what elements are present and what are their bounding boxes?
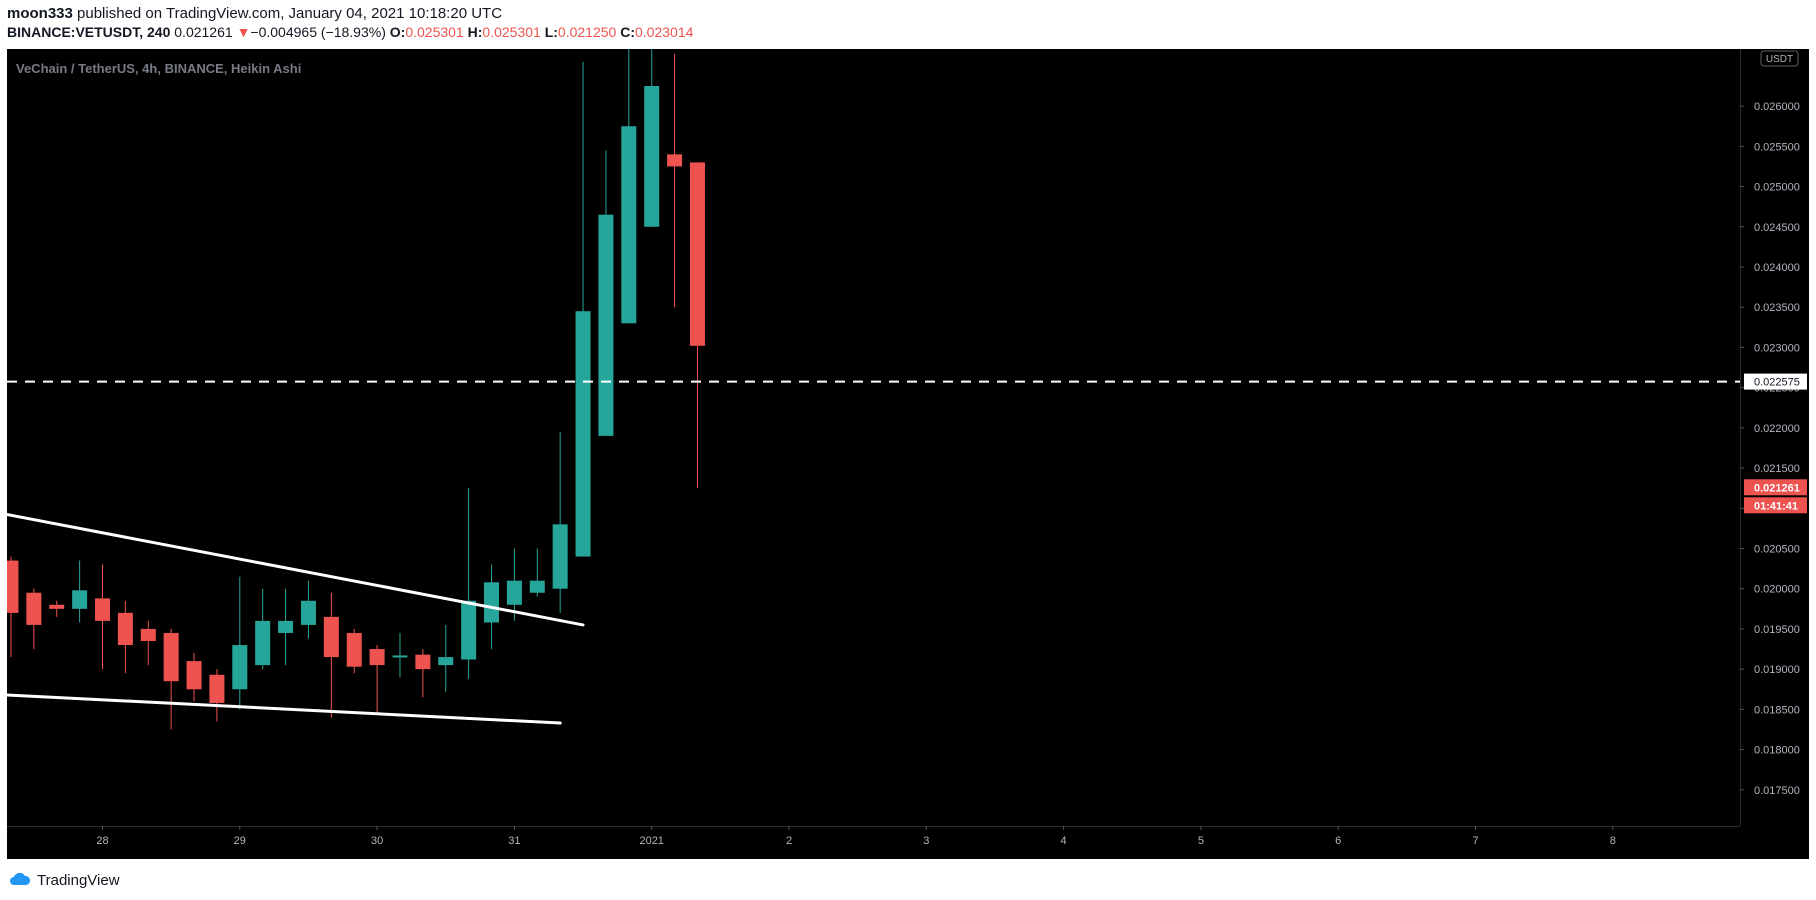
- last-price-box: [1744, 479, 1807, 496]
- close-label: C:: [620, 24, 635, 40]
- candle-body[interactable]: [255, 620, 271, 666]
- upper-trendline[interactable]: [7, 480, 585, 627]
- low-value: 0.021250: [557, 24, 617, 40]
- time-tick-label: 7: [1472, 835, 1478, 847]
- time-tick-label: 6: [1335, 835, 1341, 847]
- candle-body[interactable]: [72, 590, 88, 609]
- last-price-value: 0.021261: [174, 24, 233, 40]
- high-label: H:: [467, 24, 483, 40]
- candle-body[interactable]: [95, 598, 110, 621]
- candle-body[interactable]: [552, 524, 568, 589]
- candle-body[interactable]: [346, 632, 362, 667]
- time-tick-label: 8: [1610, 835, 1616, 847]
- candle-body[interactable]: [644, 86, 660, 227]
- high-value: 0.025301: [482, 24, 541, 40]
- open-label: O:: [389, 24, 406, 40]
- candle-body[interactable]: [49, 604, 65, 609]
- candle-body[interactable]: [621, 126, 637, 324]
- price-tick-label: 0.023000: [1754, 342, 1800, 354]
- candle-body[interactable]: [186, 661, 202, 690]
- currency-badge[interactable]: [1760, 50, 1799, 67]
- candle-body[interactable]: [209, 674, 225, 703]
- price-tick-label: 0.026000: [1754, 101, 1800, 113]
- candle-body[interactable]: [392, 655, 408, 658]
- candle-body[interactable]: [300, 600, 316, 625]
- candle-body[interactable]: [529, 580, 545, 593]
- price-tick-label: 0.018500: [1754, 704, 1800, 716]
- candle-body[interactable]: [415, 654, 431, 670]
- price-tick-label: 0.022000: [1754, 423, 1800, 435]
- change-value: −0.004965 (−18.93%): [250, 24, 386, 40]
- chart-panel[interactable]: VeChain / TetherUS, 4h, BINANCE, Heikin …: [7, 49, 1809, 859]
- level-price-label: 0.022575: [1754, 377, 1800, 389]
- publish-info: moon333 published on TradingView.com, Ja…: [7, 5, 502, 22]
- price-tick-label: 0.024000: [1754, 262, 1800, 274]
- change-arrow-icon: ▼: [236, 24, 251, 40]
- lower-trendline[interactable]: [7, 681, 562, 725]
- price-tick-label: 0.020000: [1754, 584, 1800, 596]
- candle-body[interactable]: [438, 657, 454, 666]
- candle-body[interactable]: [323, 616, 339, 658]
- chart-background: [7, 49, 1809, 859]
- level-price-box: [1744, 373, 1807, 390]
- countdown-box: [1744, 497, 1807, 514]
- price-tick-label: 0.025500: [1754, 141, 1800, 153]
- price-tick-label: 0.025000: [1754, 182, 1800, 194]
- close-value: 0.023014: [635, 24, 694, 40]
- candle-body[interactable]: [140, 628, 156, 641]
- candlestick-chart[interactable]: VeChain / TetherUS, 4h, BINANCE, Heikin …: [7, 49, 1809, 859]
- candle-body[interactable]: [117, 612, 133, 646]
- countdown-label: 01:41:41: [1754, 500, 1798, 512]
- time-tick-label: 5: [1198, 835, 1204, 847]
- candle-body[interactable]: [598, 214, 614, 436]
- candle-body[interactable]: [461, 600, 477, 660]
- low-label: L:: [544, 24, 558, 40]
- time-tick-label: 31: [508, 835, 520, 847]
- candle-body[interactable]: [232, 645, 248, 690]
- time-tick-label: 2: [786, 835, 792, 847]
- published-text: published on TradingView.com, January 04…: [77, 5, 503, 22]
- candle-body[interactable]: [575, 311, 591, 557]
- candle-body[interactable]: [369, 649, 385, 666]
- last-price-label: 0.021261: [1754, 482, 1800, 494]
- symbol-label: BINANCE:VETUSDT, 240: [7, 24, 171, 40]
- price-tick-label: 0.019500: [1754, 624, 1800, 636]
- time-tick-label: 30: [371, 835, 383, 847]
- time-tick-label: 2021: [639, 835, 663, 847]
- candle-body[interactable]: [7, 560, 19, 613]
- time-tick-label: 29: [234, 835, 246, 847]
- currency-label: USDT: [1766, 54, 1793, 65]
- time-tick-label: 3: [923, 835, 929, 847]
- candle-body[interactable]: [484, 582, 500, 623]
- price-tick-label: 0.018000: [1754, 745, 1800, 757]
- tradingview-logo-icon: [10, 872, 31, 885]
- candle-body[interactable]: [667, 154, 683, 167]
- candle-body[interactable]: [26, 592, 42, 625]
- time-tick-label: 28: [96, 835, 108, 847]
- author-name[interactable]: moon333: [7, 5, 73, 22]
- price-tick-label: 0.019000: [1754, 664, 1800, 676]
- brand-label: TradingView: [37, 871, 120, 889]
- candle-body[interactable]: [163, 632, 179, 682]
- tradingview-brand[interactable]: TradingView: [7, 868, 120, 892]
- candle-body[interactable]: [278, 620, 294, 633]
- price-tick-label: 0.020500: [1754, 544, 1800, 556]
- candle-body[interactable]: [506, 580, 522, 605]
- price-tick-label: 0.023500: [1754, 302, 1800, 314]
- price-tick-label: 0.021500: [1754, 463, 1800, 475]
- open-value: 0.025301: [405, 24, 464, 40]
- time-tick-label: 4: [1061, 835, 1067, 847]
- price-tick-label: 0.024500: [1754, 222, 1800, 234]
- chart-title: VeChain / TetherUS, 4h, BINANCE, Heikin …: [16, 61, 301, 76]
- price-tick-label: 0.017500: [1754, 785, 1800, 797]
- ohlc-legend: BINANCE:VETUSDT, 240 0.021261 ▼−0.004965…: [7, 24, 693, 40]
- candle-body[interactable]: [689, 162, 705, 346]
